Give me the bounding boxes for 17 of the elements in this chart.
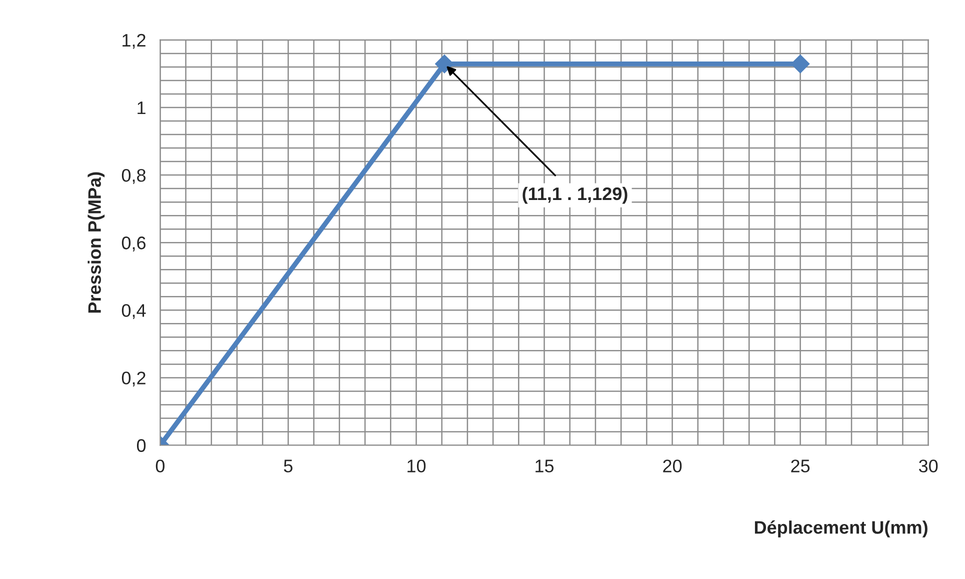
annotation: (11,1 . 1,129): [522, 186, 628, 204]
y-tick-label: 1: [138, 102, 146, 114]
x-tick-label: 30: [918, 460, 938, 472]
y-tick-label: 0: [136, 439, 146, 452]
y-tick-label: 1,2: [122, 34, 146, 49]
x-tick-label: 5: [284, 460, 292, 472]
x-tick-label: 25: [791, 460, 810, 472]
x-tick-label: 20: [663, 460, 682, 472]
y-tick-label: 0,6: [122, 236, 146, 252]
y-axis-title: Pression P(MPa): [88, 172, 105, 313]
x-tick-label: 10: [408, 460, 426, 472]
y-tick-label: 0,4: [122, 304, 146, 320]
y-tick-label: 0,8: [122, 168, 146, 184]
x-tick-label: 15: [536, 460, 554, 472]
x-tick-label: 0: [156, 460, 165, 472]
y-tick-label: 0,2: [122, 372, 146, 387]
x-axis-title: Déplacement U(mm): [754, 520, 928, 538]
